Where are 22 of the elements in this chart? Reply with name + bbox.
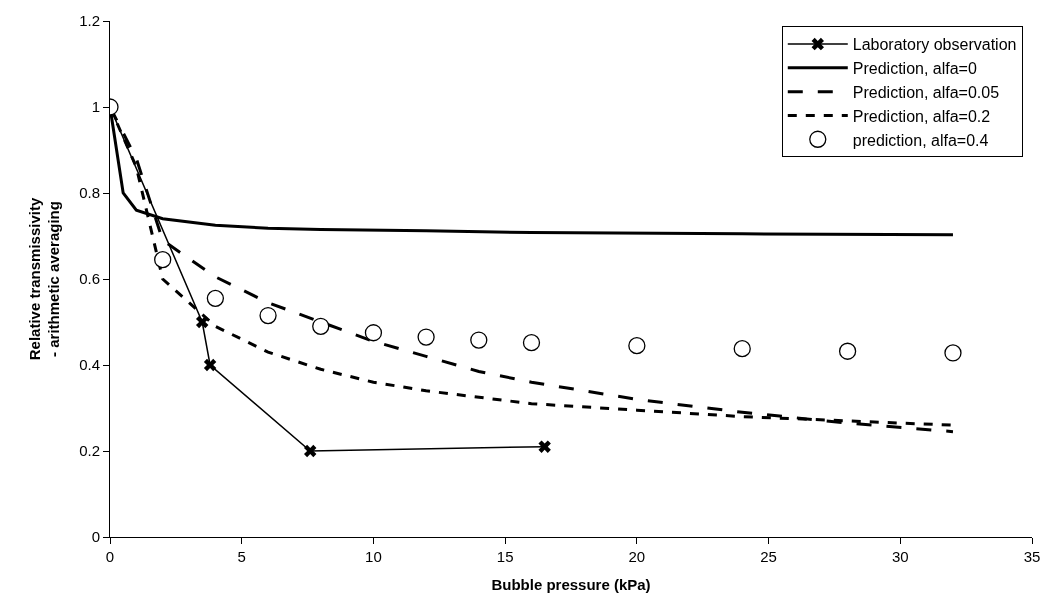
y-axis-title: Relative transmissivity - arithmetic averaging [25, 197, 63, 361]
y-tick-label: 0.4 [79, 356, 100, 374]
legend-label: Laboratory observation [852, 36, 1017, 54]
y-tick-label: 0.2 [79, 442, 100, 460]
legend-label: Prediction, alfa=0.2 [852, 107, 991, 125]
x-tick-label: 10 [365, 548, 382, 565]
x-tick-label: 15 [496, 548, 514, 565]
x-tick-label: 35 [1023, 548, 1041, 565]
y-tick-label: 1 [91, 98, 100, 116]
x-axis-title: Bubble pressure (kPa) [491, 576, 651, 593]
x-tick-label: 20 [628, 548, 646, 565]
y-tick-label: 0.8 [79, 184, 100, 202]
x-tick-label: 0 [105, 548, 115, 565]
legend-label: Prediction, alfa=0 [852, 60, 977, 78]
legend-label: Prediction, alfa=0.05 [852, 83, 1000, 101]
y-tick-label: 0 [91, 528, 100, 546]
x-tick-label: 5 [237, 548, 246, 565]
legend-label: prediction, alfa=0.4 [852, 131, 989, 149]
y-tick-label: 1.2 [79, 12, 100, 30]
y-tick-label: 0.6 [79, 270, 100, 288]
x-tick-label: 30 [891, 548, 909, 565]
x-tick-label: 25 [760, 548, 777, 565]
